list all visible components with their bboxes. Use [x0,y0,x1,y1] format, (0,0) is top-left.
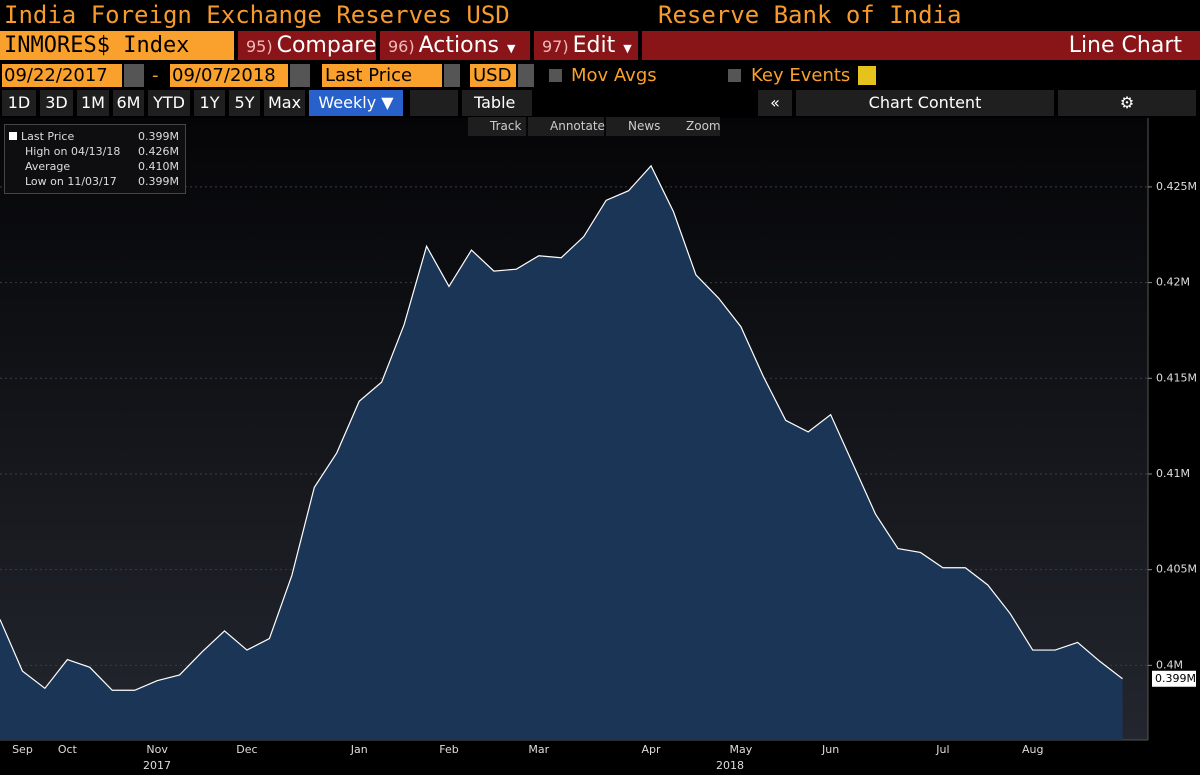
x-tick-label: Dec [236,743,257,756]
y-tick-label: 0.4M [1156,658,1183,671]
chart: 0.4M 0.405M 0.41M 0.415M 0.42M 0.425M Sep Oct No… [0,118,1197,772]
x-tick-label: Nov [146,743,168,756]
x-tick-label: Oct [58,743,78,756]
legend-value: 0.426M [138,145,179,158]
line [0,164,1123,691]
range-button[interactable]: 1D [2,90,36,116]
table-button[interactable]: Table [462,90,532,116]
year-label: 2017 [143,759,171,772]
tool-button[interactable]: Zoom [664,117,721,136]
end-date[interactable]: 09/07/2018 [170,64,288,87]
range-button[interactable]: 1Y [194,90,225,116]
ticker[interactable]: INMORES$ Index [0,31,234,60]
year-label: 2018 [716,759,744,772]
legend-name: High on 04/13/18 [25,145,121,158]
y-tick-label: 0.425M [1156,180,1197,193]
menu-label: Compare [276,33,377,58]
legend-name: Average [25,160,71,173]
actions-button[interactable]: 96) Actions ▼ [380,31,530,60]
range-button[interactable]: 5Y [229,90,260,116]
start-date[interactable]: 09/22/2017 [2,64,122,87]
x-tick-label: Feb [439,743,458,756]
field-select[interactable]: Last Price [322,64,442,87]
range-button[interactable]: 1M [77,90,109,116]
window-title: India Foreign Exchange Reserves USD [4,1,510,29]
menu-label: Edit [572,33,616,58]
calendar-icon[interactable] [124,64,144,87]
dropdown[interactable] [444,64,460,87]
settings[interactable]: ⚙ [1058,90,1196,116]
x-tick-label: Aug [1022,743,1043,756]
x-tick-label: May [729,743,752,756]
range-button[interactable]: 6M [113,90,144,116]
legend-name: Low on 11/03/17 [25,175,117,188]
info-icon[interactable] [858,66,876,85]
menu-number: 97) [542,37,569,56]
tool-button[interactable]: News [606,117,664,136]
legend-value: 0.410M [138,160,179,173]
legend-name: Last Price [21,130,75,143]
calendar-icon[interactable] [290,64,310,87]
tool-button[interactable]: Track [468,117,526,136]
legend-item: Last Price 0.399M [9,129,179,144]
legend-value: 0.399M [138,175,179,188]
area [0,165,1123,740]
menu-number: 96) [388,37,415,56]
currency-select[interactable]: USD [470,64,516,87]
chart-icon[interactable] [410,90,458,116]
legend-item: Low on 11/03/17 0.399M [19,174,179,189]
date-separator: - [152,65,159,86]
legend-item: Average 0.410M [19,159,179,174]
y-tick-label: 0.415M [1156,371,1197,384]
x-tick-label: Jul [935,743,949,756]
x-tick-label: Jan [350,743,368,756]
collapse-button[interactable]: « [758,90,792,116]
range-button[interactable]: YTD [148,90,190,116]
compare-button[interactable]: 95) Compare [238,31,376,60]
edit-button[interactable]: 97) Edit ▼ [534,31,638,60]
legend: Last Price 0.399M High on 04/13/18 0.426M Av… [4,124,186,194]
menu-label: Actions [418,33,499,58]
legend-swatch [9,132,17,140]
dropdown[interactable] [518,64,534,87]
chart-content[interactable]: Chart Content [796,90,1054,116]
last-value-label: 0.399M [1155,672,1196,685]
y-tick-label: 0.41M [1156,467,1190,480]
legend-value: 0.399M [138,130,179,143]
y-tick-label: 0.42M [1156,276,1190,289]
mov-avgs[interactable]: Mov Avgs [571,65,657,86]
tool-button[interactable]: Annotate [528,117,605,136]
legend-item: High on 04/13/18 0.426M [19,144,179,159]
x-tick-label: Jun [821,743,839,756]
range-button[interactable]: Max [264,90,305,116]
range-button[interactable]: 3D [40,90,73,116]
x-tick-label: Mar [528,743,549,756]
key-events[interactable]: Key Events [751,65,851,86]
x-tick-label: Apr [642,743,662,756]
source: Reserve Bank of India [658,1,962,29]
view-type[interactable]: Line Chart [642,31,1200,60]
last-value-tag [1152,670,1196,687]
checkbox[interactable] [549,69,562,82]
y-tick-label: 0.405M [1156,563,1197,576]
period-select[interactable]: Weekly ▼ [309,90,403,116]
checkbox[interactable] [728,69,741,82]
menu-number: 95) [246,37,273,56]
x-tick-label: Sep [12,743,33,756]
